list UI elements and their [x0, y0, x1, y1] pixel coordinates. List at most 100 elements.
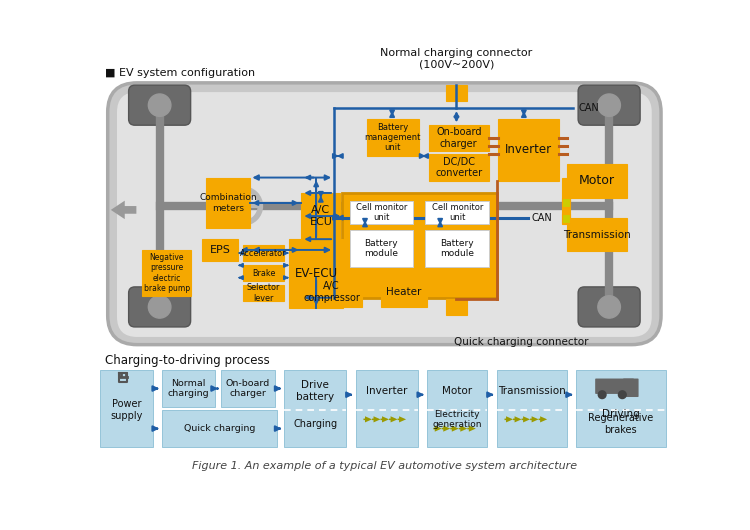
FancyBboxPatch shape [202, 239, 238, 261]
Text: ■ EV system configuration: ■ EV system configuration [104, 68, 255, 78]
FancyBboxPatch shape [242, 285, 284, 301]
Polygon shape [505, 416, 513, 422]
Polygon shape [364, 416, 372, 422]
FancyBboxPatch shape [289, 239, 344, 308]
Text: Figure 1. An example of a typical EV automotive system architecture: Figure 1. An example of a typical EV aut… [192, 461, 577, 471]
Polygon shape [530, 416, 538, 422]
FancyBboxPatch shape [100, 370, 153, 447]
FancyBboxPatch shape [108, 83, 661, 344]
FancyBboxPatch shape [496, 370, 566, 447]
FancyBboxPatch shape [129, 85, 190, 125]
FancyBboxPatch shape [566, 218, 627, 251]
Circle shape [598, 296, 620, 318]
Text: Negative
pressure
electric
brake pump: Negative pressure electric brake pump [143, 253, 190, 293]
FancyBboxPatch shape [129, 287, 190, 327]
FancyBboxPatch shape [446, 85, 466, 101]
FancyBboxPatch shape [446, 299, 466, 315]
Circle shape [598, 94, 620, 117]
FancyBboxPatch shape [284, 370, 346, 447]
Text: Transmission: Transmission [498, 386, 566, 396]
Polygon shape [521, 416, 530, 422]
Polygon shape [389, 416, 398, 422]
FancyBboxPatch shape [142, 250, 191, 296]
Text: A/C
compressor: A/C compressor [303, 281, 360, 303]
FancyBboxPatch shape [425, 230, 489, 267]
Text: Quick charging connector: Quick charging connector [454, 337, 589, 347]
FancyBboxPatch shape [220, 370, 275, 407]
FancyBboxPatch shape [578, 287, 640, 327]
Text: Battery
module: Battery module [440, 238, 474, 258]
Polygon shape [450, 426, 459, 431]
Circle shape [148, 94, 171, 117]
FancyBboxPatch shape [117, 92, 652, 337]
Text: Power
supply: Power supply [110, 399, 142, 421]
Polygon shape [459, 426, 467, 431]
Text: DC/DC
converter: DC/DC converter [435, 157, 482, 179]
FancyBboxPatch shape [425, 201, 489, 224]
Text: Accelerator: Accelerator [240, 249, 286, 258]
FancyBboxPatch shape [498, 119, 559, 181]
Text: Motor: Motor [442, 386, 472, 396]
Circle shape [598, 391, 606, 399]
FancyBboxPatch shape [566, 164, 627, 198]
Text: Drive
battery: Drive battery [296, 380, 334, 402]
Text: A/C
ECU: A/C ECU [310, 205, 332, 227]
Text: EPS: EPS [210, 245, 230, 255]
FancyBboxPatch shape [242, 266, 284, 281]
FancyBboxPatch shape [623, 378, 638, 397]
Circle shape [619, 391, 626, 399]
FancyBboxPatch shape [380, 278, 427, 307]
FancyBboxPatch shape [350, 230, 413, 267]
Text: Transmission: Transmission [562, 229, 631, 240]
FancyBboxPatch shape [206, 178, 250, 228]
Text: Battery
module: Battery module [364, 238, 398, 258]
FancyBboxPatch shape [350, 201, 413, 224]
Text: Regenerative
brakes: Regenerative brakes [588, 413, 653, 435]
Polygon shape [433, 426, 442, 431]
Text: Cell monitor
unit: Cell monitor unit [431, 202, 483, 222]
FancyBboxPatch shape [428, 125, 489, 152]
Text: Brake: Brake [252, 269, 275, 278]
Text: CAN: CAN [532, 213, 552, 223]
Polygon shape [442, 426, 450, 431]
FancyBboxPatch shape [242, 245, 284, 261]
Text: Selector
lever: Selector lever [247, 284, 280, 303]
FancyBboxPatch shape [342, 193, 496, 298]
Polygon shape [111, 201, 136, 219]
FancyBboxPatch shape [596, 378, 634, 394]
Polygon shape [398, 416, 406, 422]
FancyBboxPatch shape [576, 370, 666, 447]
Text: EV-ECU: EV-ECU [295, 267, 338, 280]
Text: Inverter: Inverter [505, 143, 552, 156]
FancyBboxPatch shape [162, 370, 214, 407]
Text: Heater: Heater [386, 287, 422, 297]
FancyBboxPatch shape [162, 410, 277, 447]
FancyBboxPatch shape [578, 85, 640, 125]
Text: Inverter: Inverter [366, 386, 407, 396]
Text: Charging-to-driving process: Charging-to-driving process [104, 354, 269, 367]
FancyBboxPatch shape [302, 278, 362, 307]
FancyBboxPatch shape [562, 178, 569, 224]
FancyBboxPatch shape [562, 214, 569, 223]
Text: Combination
meters: Combination meters [199, 193, 256, 213]
FancyBboxPatch shape [367, 119, 419, 156]
FancyBboxPatch shape [356, 370, 418, 447]
FancyBboxPatch shape [427, 370, 488, 447]
Circle shape [148, 296, 171, 318]
Text: Electricity
generation: Electricity generation [433, 410, 482, 429]
Text: Motor: Motor [579, 174, 615, 187]
Polygon shape [467, 426, 476, 431]
Polygon shape [372, 416, 380, 422]
Text: On-board
charger: On-board charger [226, 379, 270, 398]
Text: Battery
management
unit: Battery management unit [364, 122, 421, 153]
Text: Quick charging: Quick charging [184, 424, 255, 433]
Polygon shape [513, 416, 521, 422]
FancyBboxPatch shape [428, 154, 489, 181]
Text: Normal charging connector
(100V~200V): Normal charging connector (100V~200V) [380, 48, 532, 70]
Text: Cell monitor
unit: Cell monitor unit [356, 202, 407, 222]
Text: Driving: Driving [602, 409, 640, 419]
Polygon shape [380, 416, 389, 422]
FancyBboxPatch shape [562, 198, 569, 207]
Text: On-board
charger: On-board charger [436, 128, 482, 149]
Text: Charging: Charging [293, 419, 338, 429]
